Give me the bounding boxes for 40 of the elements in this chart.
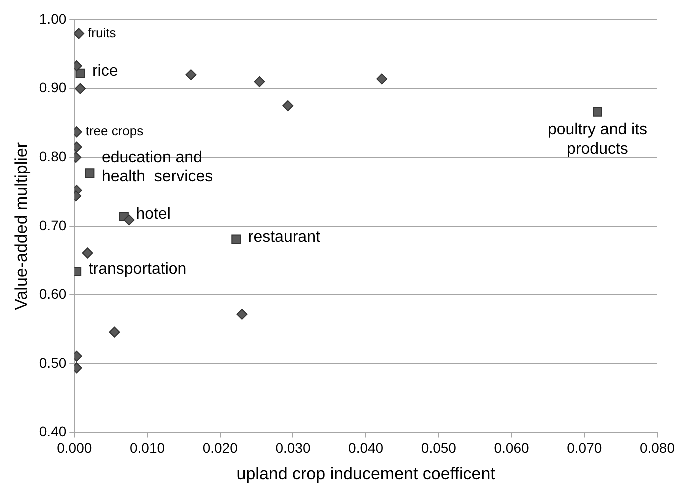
x-tick-label: 0.080 (640, 440, 676, 456)
point (376, 74, 388, 85)
point (254, 76, 266, 88)
annotation: restaurant (248, 228, 321, 246)
y-tick-label: 1.00 (39, 10, 67, 27)
point (74, 28, 85, 40)
y-tick-label: 0.50 (39, 354, 67, 371)
annotation: hotel (136, 206, 171, 224)
point (282, 100, 294, 112)
x-tick-label: 0.070 (567, 440, 602, 456)
x-tick-label: 0.030 (276, 440, 311, 456)
annotation: poultry and its products (548, 122, 648, 158)
x-tick-label: 0.060 (494, 440, 530, 456)
x-tick-label: 0.020 (202, 440, 238, 456)
point (74, 83, 86, 94)
point (109, 326, 120, 338)
y-tick-label: 0.80 (39, 148, 67, 164)
annotation: fruits (88, 25, 117, 40)
y-tick-label: 0.90 (39, 80, 67, 96)
x-axis-title: upland crop inducement coefficent (236, 464, 496, 484)
x-tick-label: 0.050 (421, 440, 457, 456)
point (76, 68, 86, 78)
point (232, 234, 242, 244)
point (593, 107, 602, 117)
x-tick-label: 0.040 (348, 440, 384, 456)
y-tick-label: 0.40 (39, 424, 67, 440)
point (85, 168, 95, 178)
point (82, 248, 94, 259)
point (236, 308, 248, 320)
annotation: transportation (88, 261, 187, 278)
y-tick-label: 0.70 (39, 217, 67, 234)
annotation: rice (92, 63, 118, 80)
point (124, 214, 135, 226)
annotation: education and health services (102, 149, 214, 186)
y-axis-title: Value-added multiplier (12, 142, 31, 310)
x-tick-label: 0.000 (57, 440, 92, 456)
x-tick-label: 0.010 (130, 440, 166, 456)
annotation: tree crops (86, 124, 144, 139)
point (186, 70, 197, 81)
y-tick-label: 0.60 (39, 286, 67, 302)
